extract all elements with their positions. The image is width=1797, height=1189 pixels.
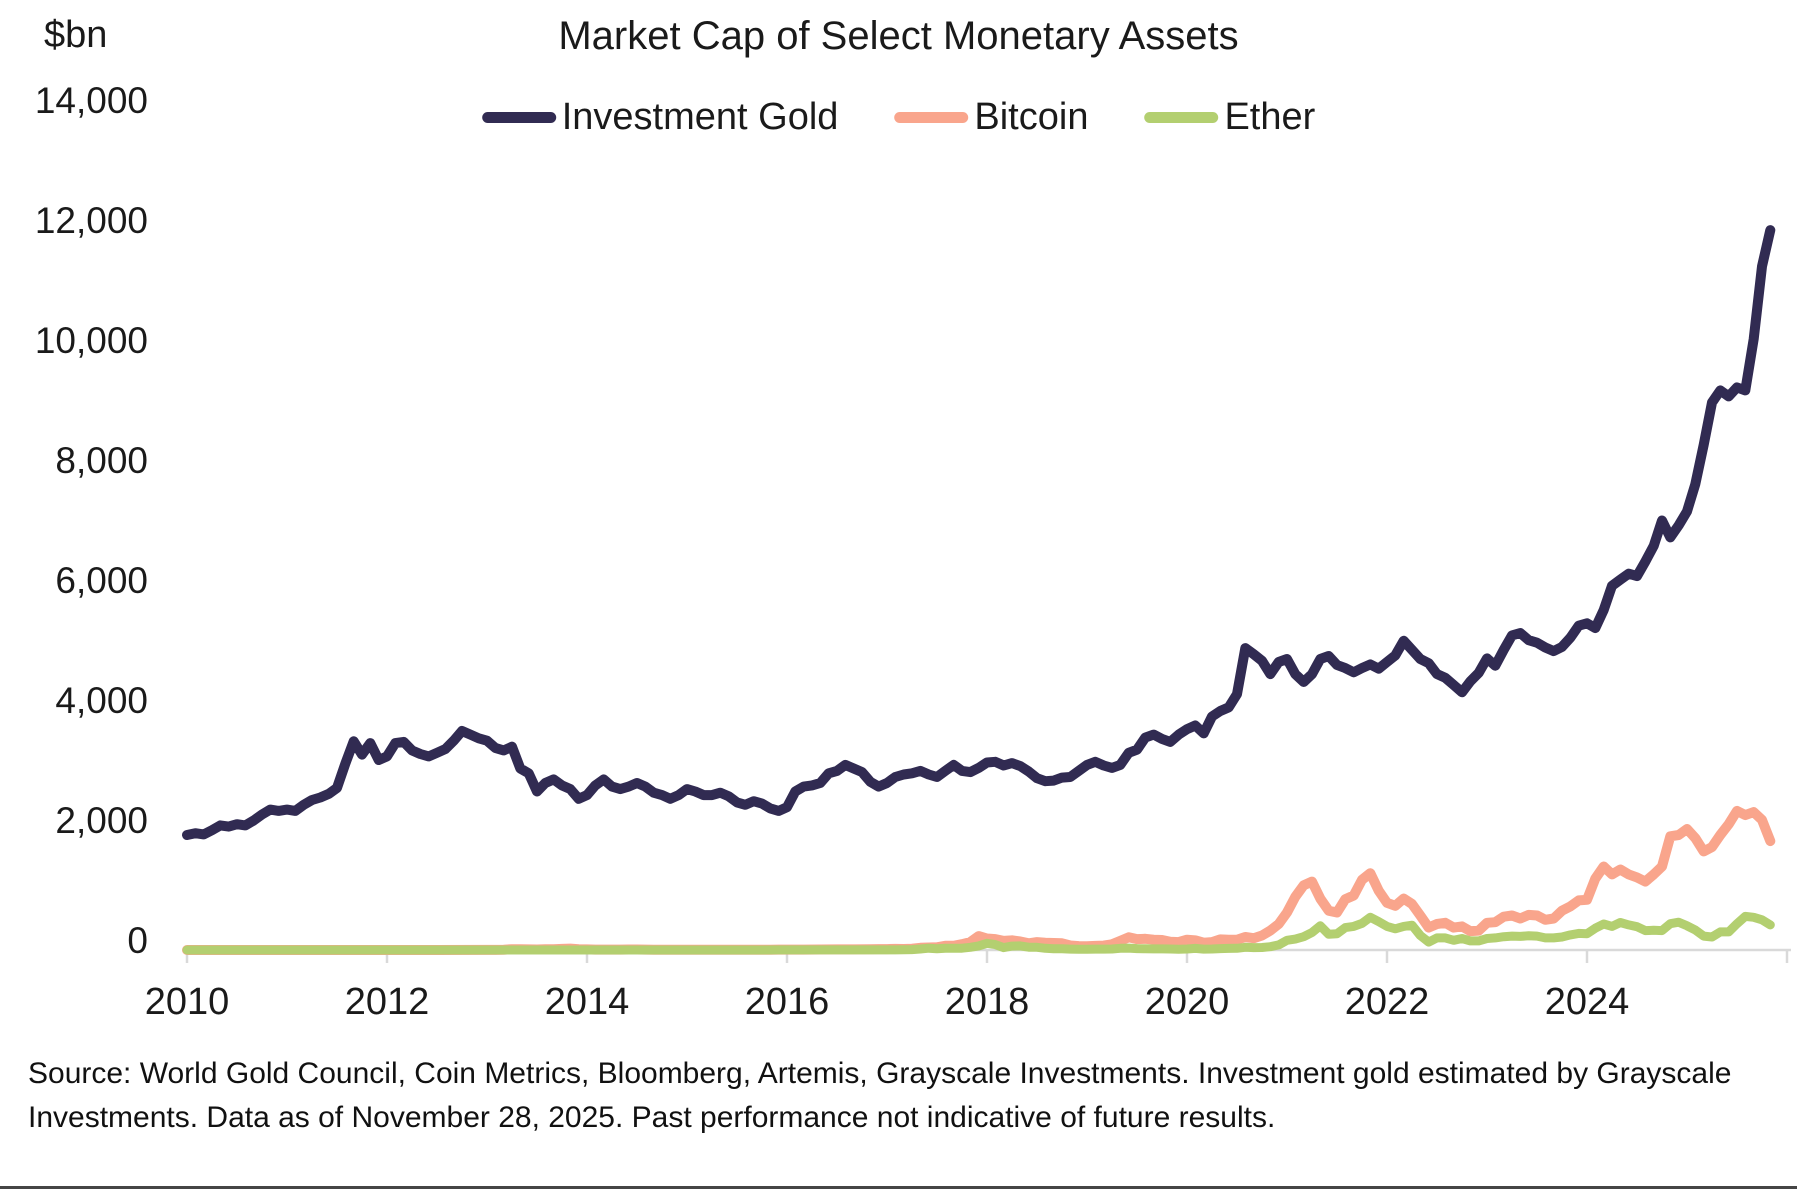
x-axis-tick-label: 2018 [945,981,1030,1023]
chart-legend: Investment Gold Bitcoin Ether [481,96,1315,139]
chart-title: Market Cap of Select Monetary Assets [558,14,1239,58]
legend-item-bitcoin: Bitcoin [894,96,1088,139]
x-axis-tick-label: 2012 [345,981,430,1023]
bottom-divider [0,1186,1797,1189]
legend-swatch-icon [1144,112,1219,123]
series-line-investment-gold [182,225,1776,840]
legend-swatch-icon [481,112,556,123]
y-axis-tick-label: 12,000 [35,200,148,241]
legend-label: Investment Gold [561,96,839,138]
series-line-bitcoin [182,805,1776,955]
x-axis-tick-label: 2016 [745,981,830,1023]
y-axis-tick-label: 10,000 [35,320,148,361]
y-axis-tick-label: 8,000 [55,440,148,481]
legend-swatch-icon [894,112,969,123]
x-axis-tick-label: 2020 [1145,981,1230,1023]
legend-label: Bitcoin [974,96,1089,138]
x-axis-tick-label: 2022 [1345,981,1430,1023]
y-axis-tick-label: 0 [127,920,148,961]
y-axis-unit-label: $bn [44,14,108,56]
x-axis-tick-label: 2010 [145,981,230,1023]
y-axis-tick-label: 6,000 [55,560,148,601]
y-axis-tick-label: 2,000 [55,800,148,841]
x-axis-tick-label: 2024 [1545,981,1630,1023]
source-note: Source: World Gold Council, Coin Metrics… [28,1057,1732,1134]
legend-item-ether: Ether [1144,96,1315,139]
series-line-ether [182,911,1775,955]
x-axis-tick-label: 2014 [545,981,630,1023]
y-axis-tick-label: 14,000 [35,80,148,121]
y-axis-tick-label: 4,000 [55,680,148,721]
legend-label: Ether [1224,96,1316,138]
legend-item-investment-gold: Investment Gold [481,96,839,139]
